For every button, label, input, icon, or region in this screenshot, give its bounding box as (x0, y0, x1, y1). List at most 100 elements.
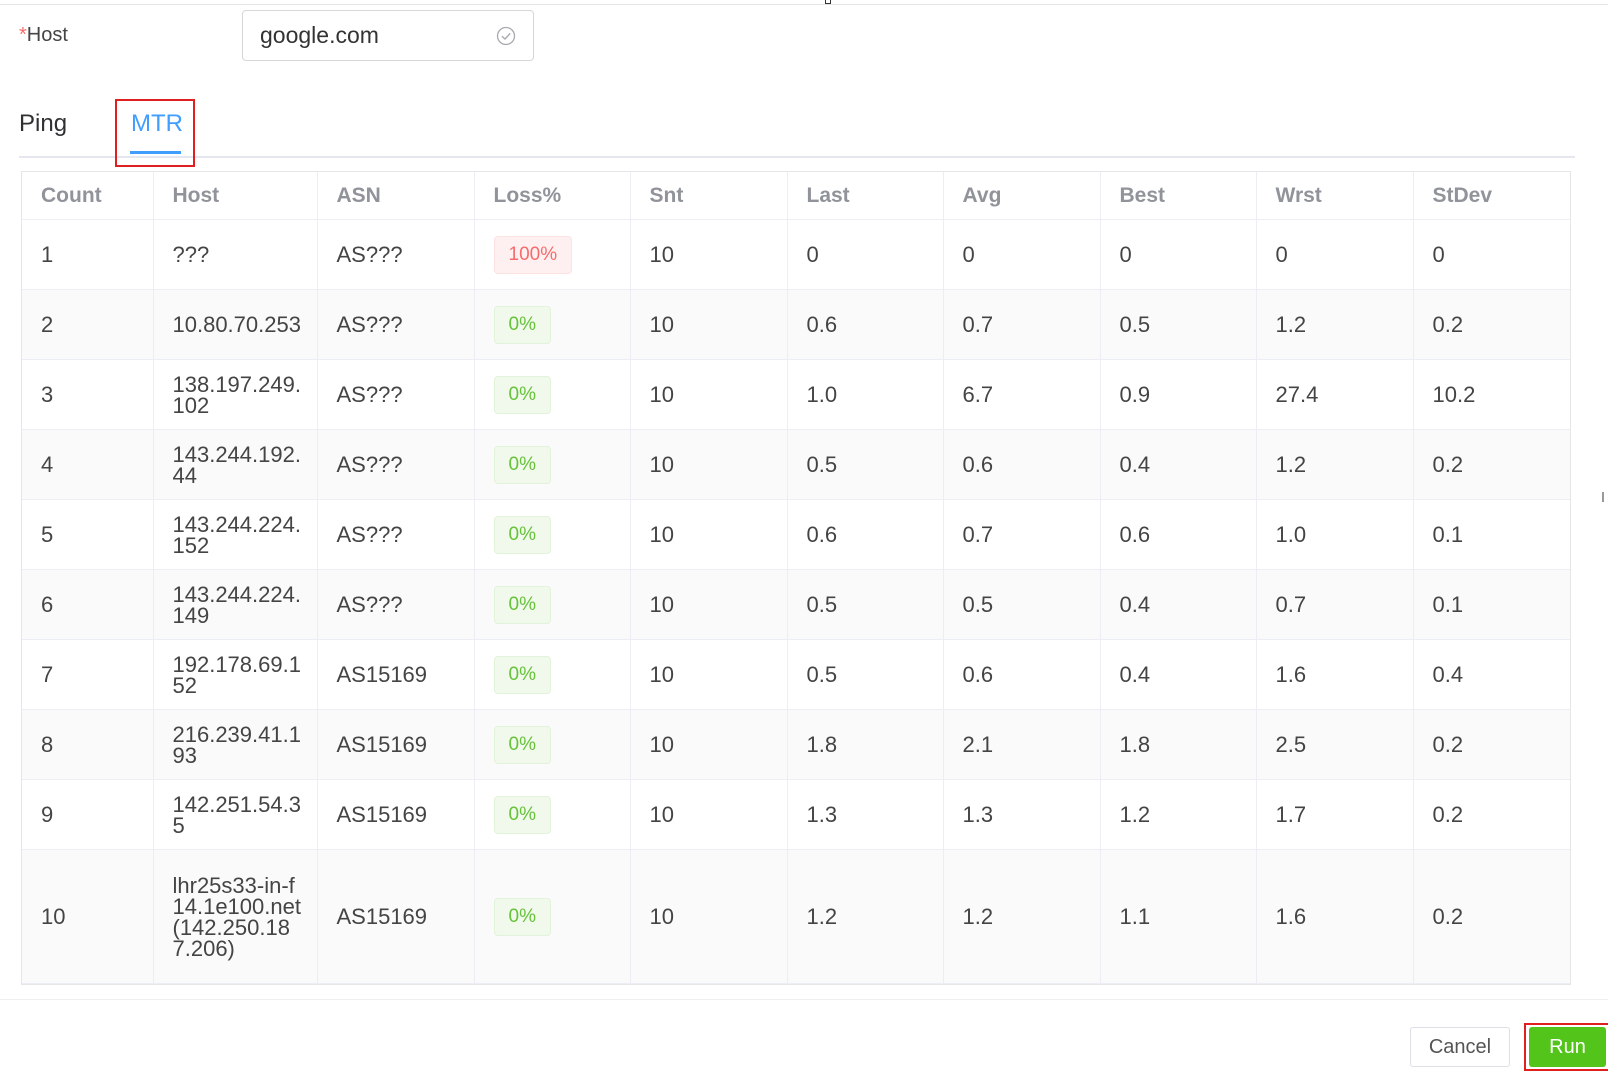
table-row: 4 143.244.192.44 AS??? 0% 10 0.5 0.6 0.4 1.2 0.2 (22, 429, 1570, 500)
cell-wrst: 1.6 (1256, 639, 1414, 710)
cell-best: 1.8 (1100, 709, 1257, 780)
loss-badge: 0% (493, 725, 551, 764)
loss-badge: 0% (493, 375, 551, 414)
table-row: 5 143.244.224.152 AS??? 0% 10 0.6 0.7 0.6 1.0 0.1 (22, 499, 1570, 570)
cell-count: 10 (22, 849, 154, 984)
cell-asn: AS??? (317, 499, 475, 570)
cell-loss: 0% (474, 849, 631, 984)
top-divider (0, 4, 1608, 5)
host-label-text: Host (26, 24, 68, 46)
cell-count: 9 (22, 779, 154, 850)
loss-badge: 0% (493, 445, 551, 484)
cell-snt: 10 (630, 639, 788, 710)
loss-badge: 0% (493, 897, 551, 936)
loss-badge: 0% (493, 795, 551, 834)
cell-best: 0.9 (1100, 359, 1257, 430)
cell-loss: 0% (474, 429, 631, 500)
cell-host: 142.251.54.35 (153, 779, 318, 850)
cell-avg: 0.7 (943, 289, 1101, 360)
cell-loss: 100% (474, 219, 631, 290)
cell-stdev: 0.4 (1413, 639, 1570, 710)
cell-host: 216.239.41.193 (153, 709, 318, 780)
cell-stdev: 0.1 (1413, 499, 1570, 570)
cell-best: 0.4 (1100, 569, 1257, 640)
table-row: 2 10.80.70.253 AS??? 0% 10 0.6 0.7 0.5 1.2 0.2 (22, 289, 1570, 360)
cell-stdev: 0.2 (1413, 849, 1570, 984)
column-header-host: Host (153, 172, 318, 220)
host-label: *Host (19, 24, 68, 47)
column-header-wrst: Wrst (1256, 172, 1414, 220)
cell-stdev: 0.2 (1413, 709, 1570, 780)
table-row: 6 143.244.224.149 AS??? 0% 10 0.5 0.5 0.4 0.7 0.1 (22, 569, 1570, 640)
host-input[interactable]: google.com (242, 10, 534, 61)
cell-stdev: 0.1 (1413, 569, 1570, 640)
cell-snt: 10 (630, 779, 788, 850)
cell-avg: 0.5 (943, 569, 1101, 640)
cell-last: 1.0 (787, 359, 944, 430)
cell-count: 7 (22, 639, 154, 710)
table-row: 7 192.178.69.152 AS15169 0% 10 0.5 0.6 0.4 1.6 0.… (22, 639, 1570, 710)
cell-stdev: 10.2 (1413, 359, 1570, 430)
cell-snt: 10 (630, 709, 788, 780)
cell-avg: 6.7 (943, 359, 1101, 430)
table-row: 10 lhr25s33-in-f14.1e100.net (142.250.187… (22, 849, 1570, 984)
loss-badge: 100% (493, 235, 573, 274)
cancel-button[interactable]: Cancel (1410, 1027, 1510, 1067)
cell-snt: 10 (630, 359, 788, 430)
cell-best: 0.4 (1100, 429, 1257, 500)
cell-last: 1.3 (787, 779, 944, 850)
cell-last: 0.5 (787, 639, 944, 710)
column-header-loss: Loss% (474, 172, 631, 220)
resize-handle[interactable] (825, 0, 831, 4)
cell-host: 138.197.249.102 (153, 359, 318, 430)
cell-wrst: 0 (1256, 219, 1414, 290)
cell-stdev: 0.2 (1413, 429, 1570, 500)
cell-wrst: 1.0 (1256, 499, 1414, 570)
cell-loss: 0% (474, 569, 631, 640)
loss-badge: 0% (493, 305, 551, 344)
scrollbar-thumb[interactable] (1602, 492, 1604, 502)
cell-asn: AS??? (317, 289, 475, 360)
cell-last: 0.5 (787, 569, 944, 640)
cell-wrst: 27.4 (1256, 359, 1414, 430)
column-header-asn: ASN (317, 172, 475, 220)
cell-best: 1.2 (1100, 779, 1257, 850)
tab-mtr[interactable]: MTR (131, 110, 183, 137)
cell-best: 0.4 (1100, 639, 1257, 710)
cell-last: 0 (787, 219, 944, 290)
cell-count: 3 (22, 359, 154, 430)
cell-snt: 10 (630, 569, 788, 640)
host-input-value[interactable]: google.com (260, 22, 379, 48)
cell-wrst: 1.6 (1256, 849, 1414, 984)
cell-last: 0.6 (787, 499, 944, 570)
cell-loss: 0% (474, 359, 631, 430)
cell-avg: 2.1 (943, 709, 1101, 780)
run-button[interactable]: Run (1529, 1027, 1606, 1067)
run-button-highlight-box (1524, 1023, 1611, 1071)
cell-best: 0.6 (1100, 499, 1257, 570)
cell-last: 1.8 (787, 709, 944, 780)
cell-stdev: 0.2 (1413, 779, 1570, 850)
cell-count: 2 (22, 289, 154, 360)
loss-badge: 0% (493, 515, 551, 554)
cell-asn: AS??? (317, 569, 475, 640)
column-header-snt: Snt (630, 172, 788, 220)
cell-host: 192.178.69.152 (153, 639, 318, 710)
cell-asn: AS15169 (317, 639, 475, 710)
tab-ping[interactable]: Ping (19, 110, 68, 137)
loss-badge: 0% (493, 585, 551, 624)
mtr-tab-highlight-box (115, 99, 195, 167)
scrollbar[interactable] (1608, 0, 1624, 1077)
cell-loss: 0% (474, 639, 631, 710)
required-mark: * (19, 24, 27, 46)
column-header-stdev: StDev (1413, 172, 1570, 220)
cell-wrst: 0.7 (1256, 569, 1414, 640)
cell-snt: 10 (630, 849, 788, 984)
cell-loss: 0% (474, 779, 631, 850)
cell-snt: 10 (630, 289, 788, 360)
cell-last: 1.2 (787, 849, 944, 984)
cell-count: 8 (22, 709, 154, 780)
cell-stdev: 0.2 (1413, 289, 1570, 360)
cell-count: 6 (22, 569, 154, 640)
cell-count: 5 (22, 499, 154, 570)
